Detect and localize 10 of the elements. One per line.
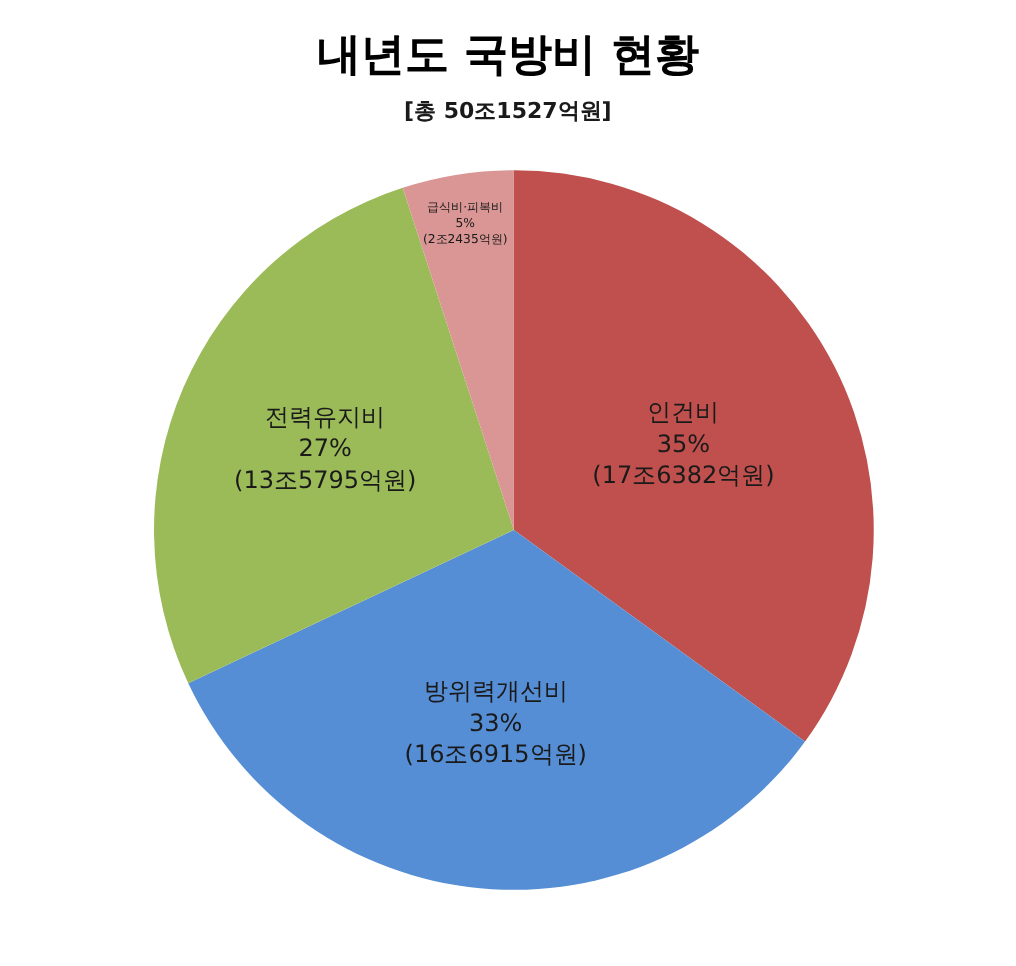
slice-label: 인건비 (647, 398, 720, 427)
slice-label: 전력유지비 (265, 403, 386, 432)
slice-label: 방위력개선비 (423, 677, 568, 706)
data-label: 33% (16조6915억원) (404, 708, 587, 768)
chart-subtitle: [총 50조1527억원] (404, 98, 612, 124)
data-label: 27% (13조5795억원) (234, 434, 417, 494)
data-label: 35% (17조6382억원) (592, 429, 775, 489)
pie-slice (188, 530, 806, 890)
pie-slice (154, 187, 514, 684)
chart-title: 내년도 국방비 현황 (316, 31, 700, 82)
